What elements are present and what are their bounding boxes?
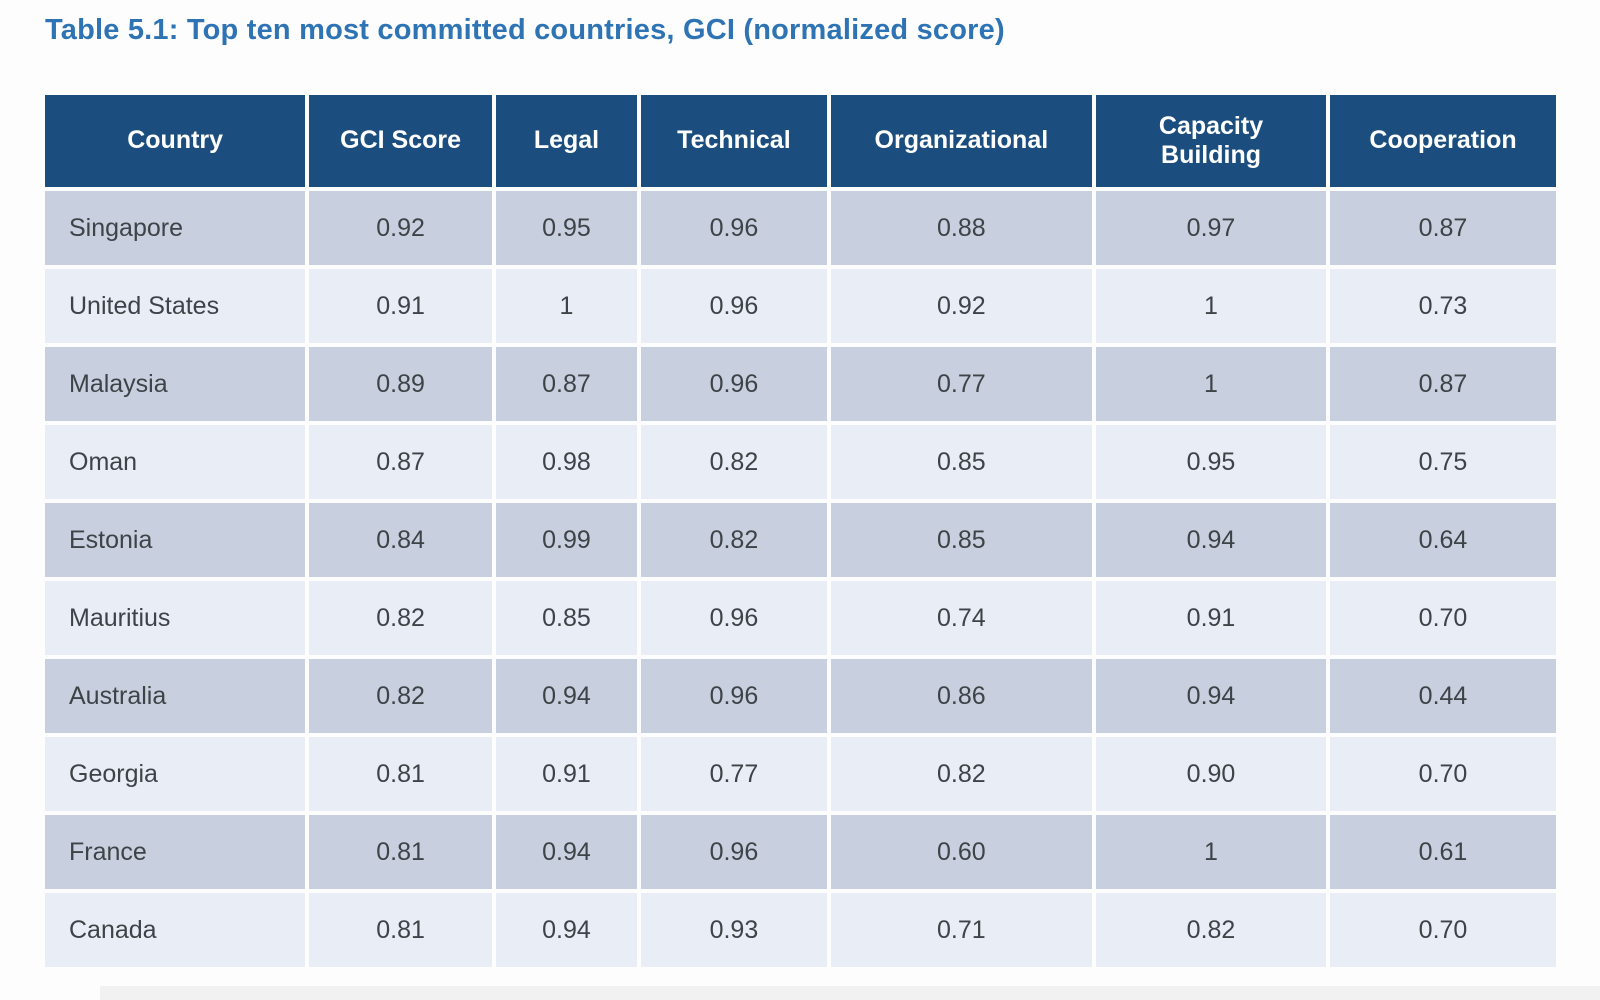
value-cell-malaysia-cooperation: 0.87	[1330, 347, 1556, 421]
value-cell-georgia-legal: 0.91	[495, 737, 638, 811]
value-cell-singapore-gci-score: 0.92	[309, 191, 492, 265]
value-cell-united-states-gci-score: 0.91	[309, 269, 492, 343]
value-cell-malaysia-legal: 0.87	[495, 347, 638, 421]
value-cell-mauritius-legal: 0.85	[495, 581, 638, 655]
value-cell-canada-capacity-building: 0.82	[1096, 893, 1327, 967]
country-cell-singapore: Singapore	[45, 191, 306, 265]
value-cell-canada-legal: 0.94	[495, 893, 638, 967]
value-cell-france-legal: 0.94	[495, 815, 638, 889]
value-cell-estonia-cooperation: 0.64	[1330, 503, 1556, 577]
value-cell-georgia-organizational: 0.82	[830, 737, 1092, 811]
value-cell-georgia-cooperation: 0.70	[1330, 737, 1556, 811]
value-cell-united-states-cooperation: 0.73	[1330, 269, 1556, 343]
value-cell-georgia-technical: 0.77	[641, 737, 827, 811]
value-cell-united-states-technical: 0.96	[641, 269, 827, 343]
country-cell-australia: Australia	[45, 659, 306, 733]
country-cell-georgia: Georgia	[45, 737, 306, 811]
value-cell-oman-cooperation: 0.75	[1330, 425, 1556, 499]
column-header-capacity-building: Capacity Building	[1096, 95, 1327, 187]
value-cell-malaysia-capacity-building: 1	[1096, 347, 1327, 421]
value-cell-oman-gci-score: 0.87	[309, 425, 492, 499]
value-cell-singapore-technical: 0.96	[641, 191, 827, 265]
value-cell-mauritius-capacity-building: 0.91	[1096, 581, 1327, 655]
value-cell-malaysia-gci-score: 0.89	[309, 347, 492, 421]
value-cell-france-gci-score: 0.81	[309, 815, 492, 889]
value-cell-mauritius-gci-score: 0.82	[309, 581, 492, 655]
value-cell-australia-organizational: 0.86	[830, 659, 1092, 733]
value-cell-united-states-legal: 1	[495, 269, 638, 343]
column-header-organizational: Organizational	[830, 95, 1092, 187]
column-header-gci-score: GCI Score	[309, 95, 492, 187]
value-cell-malaysia-technical: 0.96	[641, 347, 827, 421]
value-cell-canada-technical: 0.93	[641, 893, 827, 967]
value-cell-singapore-legal: 0.95	[495, 191, 638, 265]
value-cell-estonia-legal: 0.99	[495, 503, 638, 577]
value-cell-france-organizational: 0.60	[830, 815, 1092, 889]
value-cell-oman-organizational: 0.85	[830, 425, 1092, 499]
country-cell-oman: Oman	[45, 425, 306, 499]
value-cell-singapore-capacity-building: 0.97	[1096, 191, 1327, 265]
value-cell-georgia-gci-score: 0.81	[309, 737, 492, 811]
value-cell-united-states-capacity-building: 1	[1096, 269, 1327, 343]
column-header-country: Country	[45, 95, 306, 187]
column-header-legal: Legal	[495, 95, 638, 187]
value-cell-australia-capacity-building: 0.94	[1096, 659, 1327, 733]
value-cell-malaysia-organizational: 0.77	[830, 347, 1092, 421]
value-cell-singapore-organizational: 0.88	[830, 191, 1092, 265]
country-cell-united-states: United States	[45, 269, 306, 343]
page-edge-shadow	[100, 986, 1600, 1000]
value-cell-estonia-gci-score: 0.84	[309, 503, 492, 577]
gci-score-table: Country GCI Score Legal Technical Organizati…	[45, 95, 1556, 967]
value-cell-singapore-cooperation: 0.87	[1330, 191, 1556, 265]
value-cell-australia-legal: 0.94	[495, 659, 638, 733]
country-cell-mauritius: Mauritius	[45, 581, 306, 655]
country-cell-canada: Canada	[45, 893, 306, 967]
table-caption: Table 5.1: Top ten most committed countr…	[45, 14, 1005, 46]
value-cell-canada-gci-score: 0.81	[309, 893, 492, 967]
country-cell-malaysia: Malaysia	[45, 347, 306, 421]
value-cell-australia-gci-score: 0.82	[309, 659, 492, 733]
country-cell-estonia: Estonia	[45, 503, 306, 577]
column-header-cooperation: Cooperation	[1330, 95, 1556, 187]
value-cell-estonia-organizational: 0.85	[830, 503, 1092, 577]
value-cell-mauritius-organizational: 0.74	[830, 581, 1092, 655]
column-header-technical: Technical	[641, 95, 827, 187]
country-cell-france: France	[45, 815, 306, 889]
value-cell-canada-cooperation: 0.70	[1330, 893, 1556, 967]
value-cell-mauritius-technical: 0.96	[641, 581, 827, 655]
value-cell-oman-legal: 0.98	[495, 425, 638, 499]
value-cell-france-technical: 0.96	[641, 815, 827, 889]
value-cell-australia-technical: 0.96	[641, 659, 827, 733]
value-cell-estonia-capacity-building: 0.94	[1096, 503, 1327, 577]
value-cell-france-cooperation: 0.61	[1330, 815, 1556, 889]
value-cell-oman-technical: 0.82	[641, 425, 827, 499]
value-cell-france-capacity-building: 1	[1096, 815, 1327, 889]
value-cell-canada-organizational: 0.71	[830, 893, 1092, 967]
value-cell-georgia-capacity-building: 0.90	[1096, 737, 1327, 811]
value-cell-estonia-technical: 0.82	[641, 503, 827, 577]
value-cell-united-states-organizational: 0.92	[830, 269, 1092, 343]
value-cell-mauritius-cooperation: 0.70	[1330, 581, 1556, 655]
value-cell-oman-capacity-building: 0.95	[1096, 425, 1327, 499]
value-cell-australia-cooperation: 0.44	[1330, 659, 1556, 733]
